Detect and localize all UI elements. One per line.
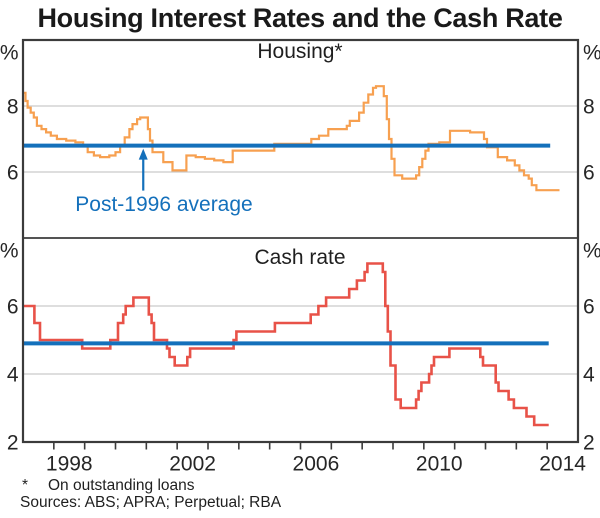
y-axis-label-right-top-6: 6 bbox=[583, 162, 595, 185]
y-axis-label-left-bottom-6: 6 bbox=[7, 296, 19, 319]
series-top-data bbox=[23, 85, 560, 192]
y-axis-label-left-bottom-2: 2 bbox=[7, 432, 19, 455]
plot-border bbox=[21, 38, 580, 444]
footnote: * On outstanding loans bbox=[22, 477, 195, 495]
annotation-arrow bbox=[138, 148, 148, 191]
y-axis-label-right-bottom-4: 4 bbox=[583, 364, 595, 387]
y-axis-label-left-top-6: 6 bbox=[7, 162, 19, 185]
series-bottom-data bbox=[23, 262, 549, 427]
sources-line: Sources: ABS; APRA; Perpetual; RBA bbox=[20, 494, 282, 511]
y-axis-label-left-top-8: 8 bbox=[7, 96, 19, 119]
annotation-arrow-head bbox=[138, 148, 148, 160]
annotation-post-1996-average: Post-1996 average bbox=[75, 193, 253, 216]
x-axis-label-2010: 2010 bbox=[416, 453, 463, 476]
y-axis-label-right-top-8: 8 bbox=[583, 96, 595, 119]
gridlines bbox=[23, 105, 578, 375]
y-axis-unit-right-bottom: % bbox=[583, 240, 600, 263]
axis-ticks bbox=[53, 443, 548, 450]
panel-title-cash-rate: Cash rate bbox=[254, 246, 346, 269]
y-axis-unit-left-top: % bbox=[0, 42, 19, 65]
footnote-text: On outstanding loans bbox=[48, 477, 195, 494]
footnote-marker: * bbox=[22, 477, 29, 494]
chart-title: Housing Interest Rates and the Cash Rate bbox=[37, 3, 563, 33]
plot-frame bbox=[21, 38, 580, 444]
y-axis-unit-left-bottom: % bbox=[0, 240, 19, 263]
y-axis-unit-right-top: % bbox=[583, 42, 600, 65]
panel-title-housing: Housing* bbox=[257, 40, 343, 63]
x-axis-label-2014: 2014 bbox=[539, 453, 586, 476]
y-axis-label-right-bottom-6: 6 bbox=[583, 296, 595, 319]
x-axis-label-2002: 2002 bbox=[169, 453, 216, 476]
y-axis-label-right-bottom-2: 2 bbox=[583, 432, 595, 455]
x-axis-label-1998: 1998 bbox=[46, 453, 93, 476]
x-axis-label-2006: 2006 bbox=[293, 453, 340, 476]
data-series bbox=[23, 85, 560, 427]
y-axis-label-left-bottom-4: 4 bbox=[7, 364, 19, 387]
axis-labels: 6 6 8 8% % 2 2 4 4 6 6% % 1998 2002 2006 2010 2014 bbox=[0, 42, 600, 476]
